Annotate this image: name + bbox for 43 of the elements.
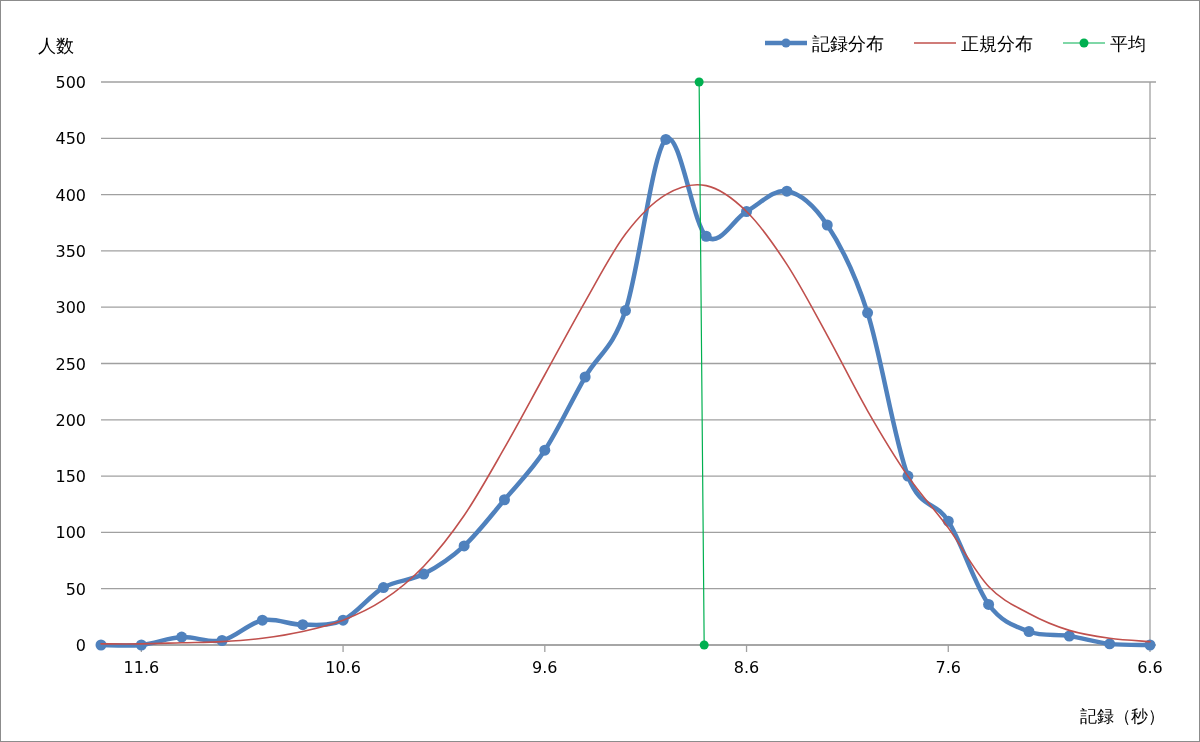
point xyxy=(620,305,631,317)
x-tick-label: 6.6 xyxy=(1137,658,1163,677)
legend-label: 記録分布 xyxy=(812,33,884,54)
point xyxy=(781,185,793,197)
point xyxy=(1063,630,1075,642)
y-axis-title: 人数 xyxy=(38,35,74,56)
point xyxy=(176,631,188,643)
x-tick-label: 11.6 xyxy=(123,658,160,677)
y-tick-label: 150 xyxy=(55,467,86,487)
point xyxy=(983,598,995,610)
point xyxy=(418,568,430,580)
y-tick-label: 300 xyxy=(55,298,86,318)
y-tick-label: 250 xyxy=(55,354,86,374)
point xyxy=(539,444,551,456)
x-tick-label: 9.6 xyxy=(532,658,558,677)
point xyxy=(821,219,833,231)
point xyxy=(699,640,709,650)
point xyxy=(498,494,510,506)
point xyxy=(297,619,309,631)
y-tick-label: 100 xyxy=(55,523,86,543)
point xyxy=(700,230,712,242)
y-tick-label: 400 xyxy=(55,185,86,205)
point xyxy=(1023,625,1035,637)
x-tick-label: 10.6 xyxy=(325,658,361,677)
y-tick-label: 350 xyxy=(55,241,86,261)
x-tick-label: 7.6 xyxy=(935,658,961,677)
y-tick-label: 50 xyxy=(65,579,86,599)
legend-label: 正規分布 xyxy=(961,33,1033,54)
point xyxy=(862,307,874,319)
point xyxy=(660,133,672,145)
legend-label: 平均 xyxy=(1110,33,1146,54)
point xyxy=(579,371,591,383)
y-tick-label: 450 xyxy=(55,129,86,149)
x-tick-label: 8.6 xyxy=(733,658,760,677)
x-axis-title: 記録（秒） xyxy=(1080,706,1165,726)
y-tick-label: 500 xyxy=(55,73,86,92)
y-tick-label: 200 xyxy=(55,410,86,430)
y-tick-label: 0 xyxy=(75,636,86,655)
point xyxy=(694,77,704,87)
point xyxy=(256,614,268,626)
point xyxy=(1104,638,1116,650)
point xyxy=(377,582,389,594)
point xyxy=(458,540,470,552)
